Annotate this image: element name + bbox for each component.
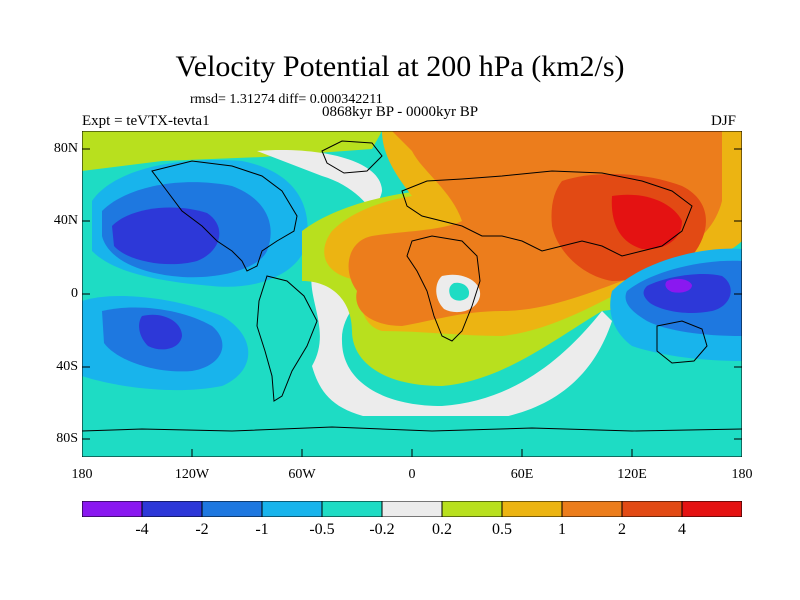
experiment-label: Expt = teVTX-tevta1 [82, 113, 210, 129]
colorbar-label: 0.5 [492, 521, 512, 538]
colorbar-swatch [261, 501, 323, 517]
colorbar-swatch [141, 501, 203, 517]
lat-label-40n: 40N [53, 213, 78, 228]
colorbar-swatch [381, 501, 443, 517]
colorbar-swatch [501, 501, 563, 517]
colorbar-swatch [82, 501, 143, 517]
colorbar-label: 0.2 [432, 521, 452, 538]
colorbar-swatch [201, 501, 263, 517]
colorbar-label: -4 [135, 521, 149, 538]
axis-ticks [82, 148, 742, 457]
colorbar-label: -2 [195, 521, 209, 538]
field-arctic-yellow [82, 131, 382, 171]
colorbar-label: -0.5 [309, 521, 335, 538]
colorbar-label: 1 [558, 521, 566, 538]
field-spacific-dark-blue [139, 314, 182, 350]
colorbar-label: 4 [678, 521, 686, 538]
field-npacific-dark-blue [112, 207, 220, 265]
field-indopacific-dark-blue [643, 274, 731, 314]
colorbar-swatch [561, 501, 623, 517]
field-southern-band [82, 416, 742, 457]
colorbar-label: -0.2 [369, 521, 395, 538]
lon-label-180-east: 180 [731, 467, 753, 482]
lat-label-80n: 80N [53, 141, 78, 156]
stats-line: rmsd= 1.31274 diff= 0.000342211 [190, 92, 383, 107]
lon-label-180-west: 180 [71, 467, 93, 482]
colorbar-swatch [321, 501, 383, 517]
colorbar-swatch [441, 501, 503, 517]
lon-label-60e: 60E [510, 467, 534, 482]
lat-label-40s: 40S [56, 359, 78, 374]
season-label: DJF [711, 113, 737, 129]
lon-label-0: 0 [408, 467, 416, 482]
field-africa-hole-inner [449, 282, 470, 301]
lon-label-120w: 120W [174, 467, 210, 482]
lat-label-80s: 80S [56, 431, 78, 446]
coastlines [82, 140, 742, 432]
lat-label-0: 0 [71, 286, 78, 301]
map-title: Velocity Potential at 200 hPa (km2/s) [175, 50, 625, 83]
lon-label-120e: 120E [617, 467, 647, 482]
field-red [611, 194, 682, 250]
lon-label-60w: 60W [288, 467, 316, 482]
colorbar-swatch [681, 501, 742, 517]
velocity-potential-map [82, 131, 742, 457]
colorbar-label: 2 [618, 521, 626, 538]
colorbar-label: -1 [255, 521, 269, 538]
colorbar-swatch [621, 501, 683, 517]
field-indopacific-violet [665, 278, 692, 293]
period-line: 0868kyr BP - 0000kyr BP [322, 104, 479, 120]
colorbar [82, 501, 742, 517]
